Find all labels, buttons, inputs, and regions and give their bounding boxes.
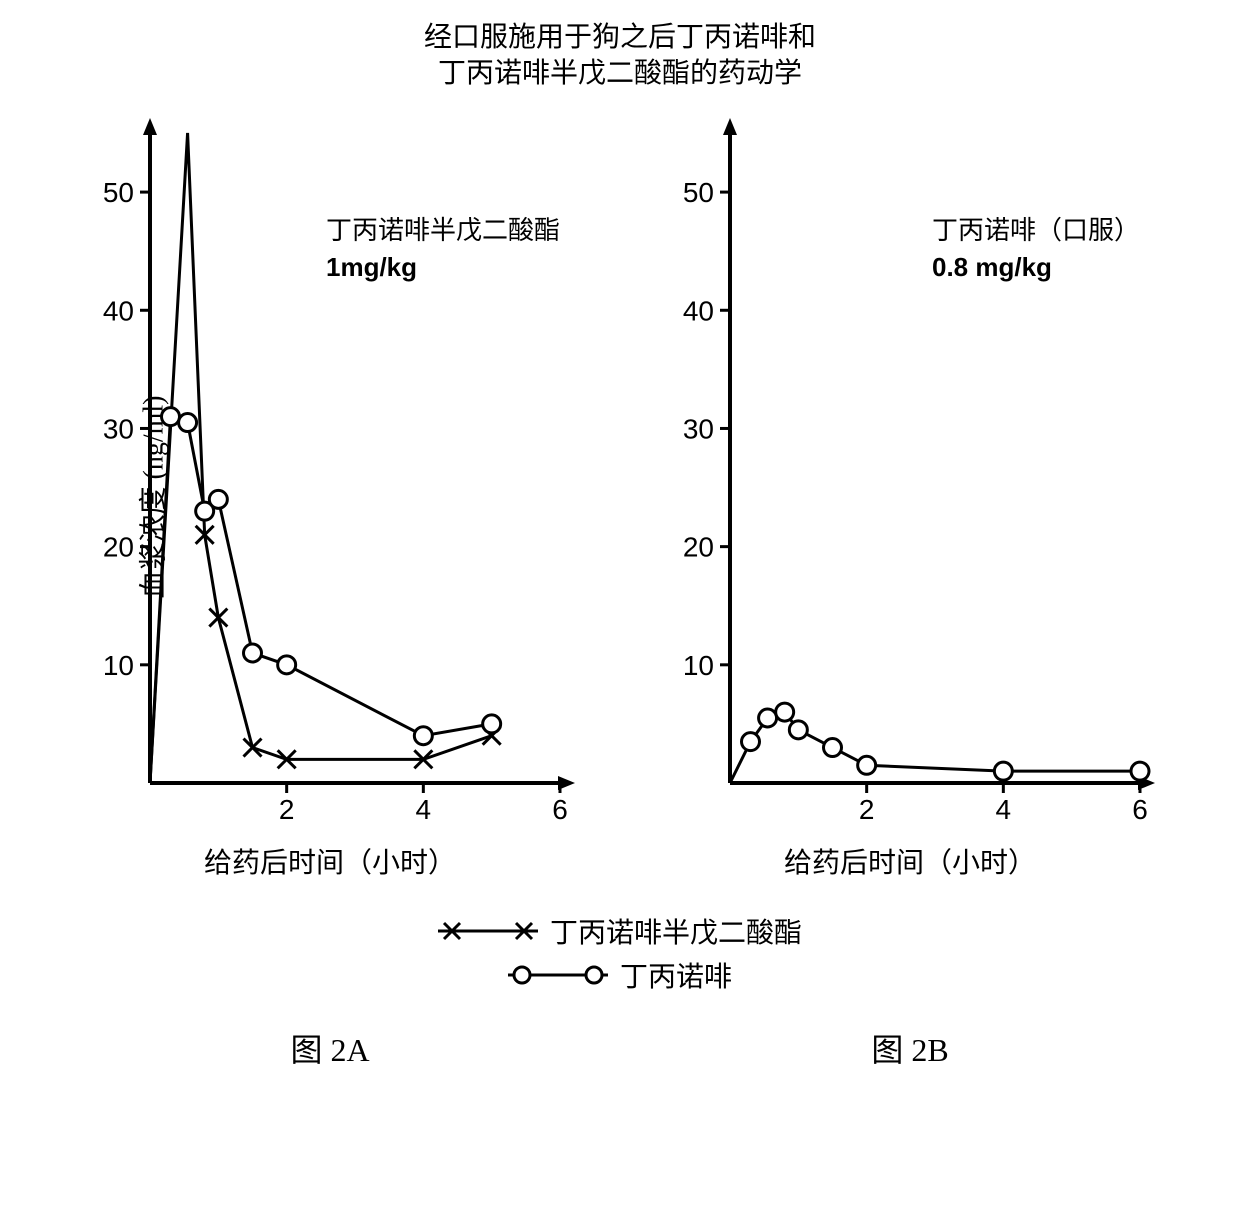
figure-labels: 图 2A 图 2B — [0, 1025, 1240, 1071]
legend-x-label: 丁丙诺啡半戊二酸酯 — [550, 911, 802, 951]
svg-text:6: 6 — [552, 794, 568, 825]
svg-text:30: 30 — [103, 413, 134, 444]
chart-b-annotation-line2: 0.8 mg/kg — [932, 249, 1140, 285]
legend: 丁丙诺啡半戊二酸酯 丁丙诺啡 — [0, 911, 1240, 995]
chart-title: 经口服施用于狗之后丁丙诺啡和 丁丙诺啡半戊二酸酯的药动学 — [0, 0, 1240, 93]
legend-row-x: 丁丙诺啡半戊二酸酯 — [0, 911, 1240, 951]
legend-o-label: 丁丙诺啡 — [620, 955, 732, 995]
legend-x-icon — [438, 919, 538, 943]
legend-o-icon — [508, 963, 608, 987]
x-axis-label-b: 给药后时间（小时） — [660, 841, 1160, 881]
svg-text:40: 40 — [683, 295, 714, 326]
svg-text:2: 2 — [859, 794, 875, 825]
svg-text:2: 2 — [279, 794, 295, 825]
title-line1: 经口服施用于狗之后丁丙诺啡和 — [0, 20, 1240, 56]
svg-text:10: 10 — [683, 650, 714, 681]
x-axis-label-a: 给药后时间（小时） — [80, 841, 580, 881]
title-line2: 丁丙诺啡半戊二酸酯的药动学 — [0, 56, 1240, 92]
svg-text:30: 30 — [683, 413, 714, 444]
chart-b-wrapper: 丁丙诺啡（口服） 0.8 mg/kg 10 20 30 40 50 2 4 6 给药后时间（小… — [660, 113, 1160, 881]
svg-text:20: 20 — [103, 531, 134, 562]
chart-b-annotation: 丁丙诺啡（口服） 0.8 mg/kg — [932, 213, 1140, 286]
chart-a-wrapper: 血浆浓度 (ng/ml) 丁丙诺啡半戊二酸酯 1mg/kg 10 20 30 40 50… — [80, 113, 580, 881]
charts-container: 血浆浓度 (ng/ml) 丁丙诺啡半戊二酸酯 1mg/kg 10 20 30 40 50… — [0, 113, 1240, 881]
fig-a-label: 图 2A — [80, 1025, 580, 1071]
chart-a-annotation-line2: 1mg/kg — [326, 249, 560, 285]
svg-text:6: 6 — [1132, 794, 1148, 825]
svg-text:4: 4 — [416, 794, 432, 825]
svg-text:50: 50 — [683, 177, 714, 208]
chart-a-annotation-line1: 丁丙诺啡半戊二酸酯 — [326, 213, 560, 249]
y-axis-label: 血浆浓度 (ng/ml) — [132, 395, 172, 598]
svg-text:40: 40 — [103, 295, 134, 326]
chart-b-annotation-line1: 丁丙诺啡（口服） — [932, 213, 1140, 249]
fig-b-label: 图 2B — [660, 1025, 1160, 1071]
svg-text:4: 4 — [996, 794, 1012, 825]
svg-text:20: 20 — [683, 531, 714, 562]
legend-row-o: 丁丙诺啡 — [0, 955, 1240, 995]
chart-a-annotation: 丁丙诺啡半戊二酸酯 1mg/kg — [326, 213, 560, 286]
svg-text:10: 10 — [103, 650, 134, 681]
svg-text:50: 50 — [103, 177, 134, 208]
